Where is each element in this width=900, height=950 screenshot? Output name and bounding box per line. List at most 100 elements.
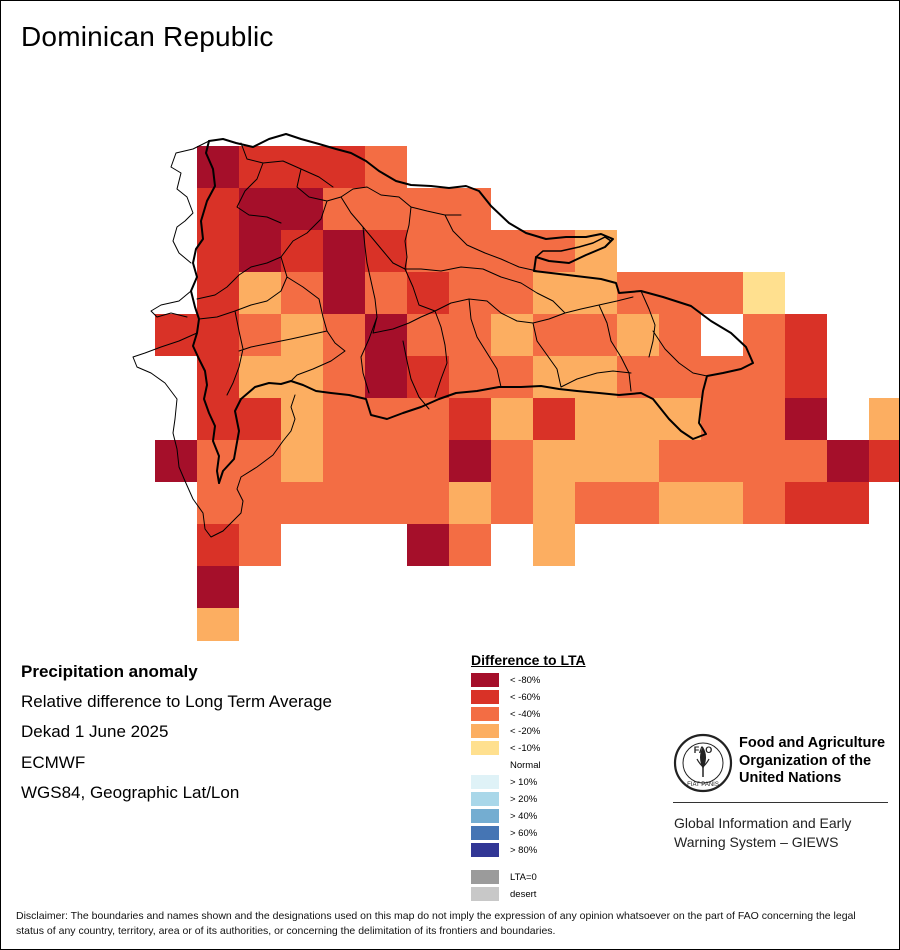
anomaly-cell <box>323 398 365 440</box>
anomaly-cell <box>281 398 323 440</box>
anomaly-cell <box>785 440 827 482</box>
anomaly-cell <box>281 146 323 188</box>
anomaly-cell <box>827 482 869 524</box>
anomaly-cell <box>869 398 899 440</box>
info-line-period: Dekad 1 June 2025 <box>21 722 169 742</box>
legend-row: > 20% <box>471 792 651 809</box>
anomaly-cell <box>743 398 785 440</box>
anomaly-cell <box>197 524 239 566</box>
anomaly-cell <box>575 440 617 482</box>
anomaly-cell <box>491 482 533 524</box>
anomaly-cell <box>197 188 239 230</box>
anomaly-cell <box>827 440 869 482</box>
legend-row: LTA=0 <box>471 870 651 887</box>
anomaly-cell <box>533 524 575 566</box>
anomaly-cell <box>197 608 239 641</box>
anomaly-cell <box>365 356 407 398</box>
legend-row: > 40% <box>471 809 651 826</box>
anomaly-cell <box>701 440 743 482</box>
map-title: Dominican Republic <box>21 21 274 52</box>
legend-swatch <box>471 826 499 840</box>
legend-swatch <box>471 707 499 721</box>
anomaly-cell <box>323 272 365 314</box>
legend-extra-items: LTA=0 desert <box>471 870 651 904</box>
anomaly-cell <box>407 524 449 566</box>
anomaly-cell <box>197 356 239 398</box>
anomaly-cell <box>617 398 659 440</box>
anomaly-cell <box>659 314 701 356</box>
anomaly-cell <box>197 566 239 608</box>
anomaly-cell <box>365 440 407 482</box>
legend-swatch <box>471 673 499 687</box>
fao-logo-letters: FAO <box>694 745 713 755</box>
anomaly-cell <box>659 398 701 440</box>
anomaly-cell <box>197 146 239 188</box>
anomaly-grid <box>155 146 899 641</box>
anomaly-cell <box>239 356 281 398</box>
anomaly-cell <box>785 314 827 356</box>
anomaly-cell <box>365 146 407 188</box>
fao-logo-icon: FAO FIAT PANIS <box>673 733 733 793</box>
anomaly-cell <box>239 398 281 440</box>
info-line-projection: WGS84, Geographic Lat/Lon <box>21 782 240 802</box>
legend-row: Normal <box>471 758 651 775</box>
legend-row: < -40% <box>471 707 651 724</box>
anomaly-cell <box>533 398 575 440</box>
fao-name-line: United Nations <box>739 770 842 786</box>
anomaly-cell <box>407 356 449 398</box>
legend-label: LTA=0 <box>510 872 537 883</box>
anomaly-cell <box>533 482 575 524</box>
anomaly-cell <box>281 482 323 524</box>
legend-swatch <box>471 843 499 857</box>
giews-line: Warning System – GIEWS <box>674 833 839 850</box>
anomaly-cell <box>491 398 533 440</box>
anomaly-cell <box>785 398 827 440</box>
legend-swatch <box>471 887 499 901</box>
anomaly-cell <box>743 440 785 482</box>
legend-row: > 60% <box>471 826 651 843</box>
anomaly-cell <box>449 398 491 440</box>
anomaly-cell <box>659 440 701 482</box>
anomaly-cell <box>197 230 239 272</box>
legend-label: < -40% <box>510 709 541 720</box>
fao-name-line: Food and Agriculture <box>739 735 886 751</box>
legend-label: > 20% <box>510 794 538 805</box>
legend-swatch <box>471 870 499 884</box>
legend-swatch <box>471 741 499 755</box>
anomaly-cell <box>617 482 659 524</box>
legend-label: > 40% <box>510 811 538 822</box>
anomaly-cell <box>281 272 323 314</box>
anomaly-cell <box>365 272 407 314</box>
map-legend: Difference to LTA < -80% < -60% < -40% < -2… <box>471 652 651 904</box>
anomaly-cell <box>449 482 491 524</box>
anomaly-cell <box>659 356 701 398</box>
anomaly-cell <box>659 482 701 524</box>
fao-name-line: Organization of the <box>739 752 872 769</box>
legend-label: Normal <box>510 760 541 771</box>
legend-row: < -10% <box>471 741 651 758</box>
anomaly-cell <box>281 314 323 356</box>
anomaly-cell <box>533 272 575 314</box>
anomaly-cell <box>323 146 365 188</box>
legend-row: < -20% <box>471 724 651 741</box>
anomaly-cell <box>533 356 575 398</box>
anomaly-cell <box>407 440 449 482</box>
anomaly-cell <box>869 440 899 482</box>
legend-label: < -80% <box>510 675 541 686</box>
info-line-variable: Precipitation anomaly <box>21 662 198 681</box>
legend-label: < -60% <box>510 692 541 703</box>
anomaly-cell <box>239 524 281 566</box>
anomaly-cell <box>449 524 491 566</box>
anomaly-cell <box>323 482 365 524</box>
legend-label: desert <box>510 889 537 900</box>
legend-label: > 60% <box>510 828 538 839</box>
info-line-source: ECMWF <box>21 752 86 772</box>
giews-line: Global Information and Early <box>674 815 852 831</box>
anomaly-cell <box>785 482 827 524</box>
anomaly-cell <box>323 440 365 482</box>
samana-outline <box>535 236 612 258</box>
anomaly-cell <box>491 230 533 272</box>
anomaly-cell <box>491 440 533 482</box>
anomaly-cell <box>365 188 407 230</box>
